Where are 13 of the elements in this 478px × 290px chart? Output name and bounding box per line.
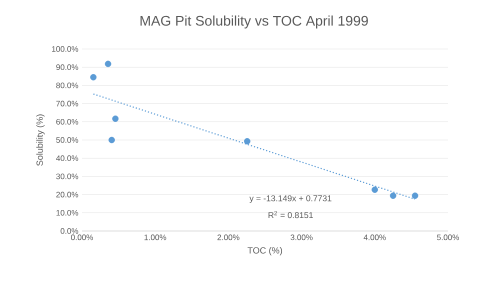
y-axis-title: Solubility (%) — [36, 114, 45, 166]
annotation: y = -13.149x + 0.7731 — [249, 195, 332, 203]
chart-title: MAG Pit Solubility vs TOC April 1999 — [140, 15, 368, 28]
point — [244, 138, 250, 144]
point — [104, 60, 112, 68]
point — [90, 74, 97, 80]
point — [390, 192, 396, 199]
point — [108, 136, 115, 144]
point — [372, 186, 378, 193]
point — [412, 192, 418, 199]
x-axis-title: TOC (%) — [248, 247, 282, 256]
point — [112, 116, 119, 122]
annotation: R$^{2}$ = 0.8151 — [268, 211, 313, 218]
